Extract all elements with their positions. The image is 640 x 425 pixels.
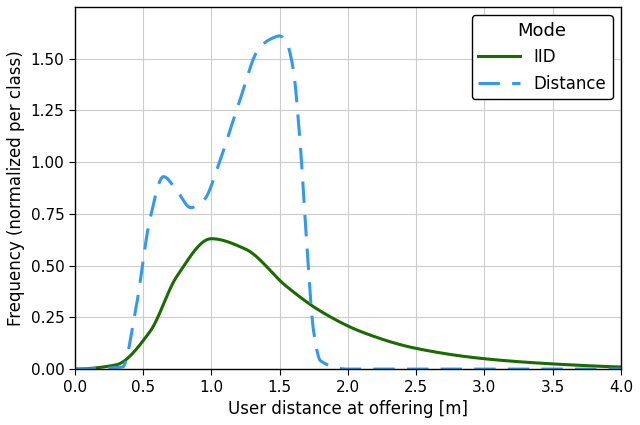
IID [127, 353, 134, 358]
Distance [276, 34, 284, 39]
IID [497, 358, 505, 363]
IID [312, 306, 319, 311]
X-axis label: User distance at offering [m]: User distance at offering [m] [228, 400, 468, 418]
Distance [617, 366, 625, 371]
Y-axis label: Frequency (normalized per class): Frequency (normalized per class) [7, 50, 25, 326]
IID [207, 236, 215, 241]
Distance [447, 366, 454, 371]
IID [508, 359, 515, 364]
Distance [312, 342, 319, 347]
Line: Distance: Distance [75, 36, 621, 369]
IID [71, 366, 79, 371]
Line: IID: IID [75, 239, 621, 369]
IID [447, 352, 454, 357]
Distance [508, 366, 515, 371]
Legend: IID, Distance: IID, Distance [472, 15, 612, 99]
Distance [497, 366, 505, 371]
IID [292, 292, 300, 297]
Distance [292, 92, 300, 97]
Distance [71, 366, 79, 371]
IID [617, 365, 625, 370]
Distance [127, 337, 134, 342]
